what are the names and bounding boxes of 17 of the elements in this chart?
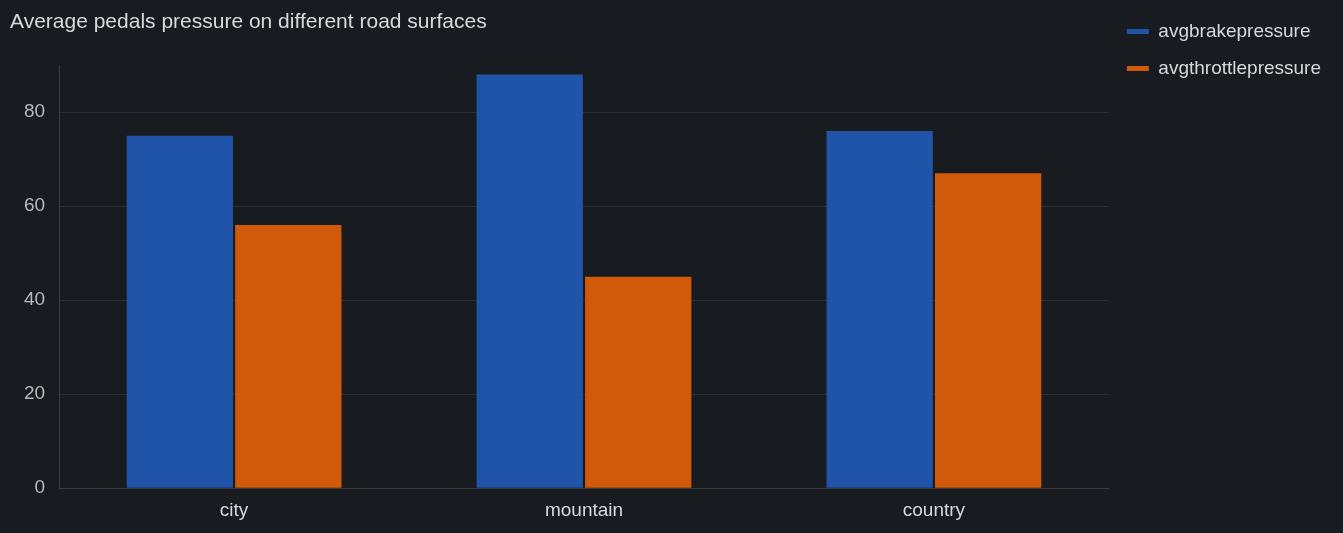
x-tick-label: country — [902, 498, 966, 520]
chart-title: Average pedals pressure on different road surfaces — [10, 9, 487, 33]
x-tick-label: city — [219, 498, 249, 520]
y-tick-label: 20 — [23, 382, 46, 404]
y-tick-label: 60 — [23, 194, 46, 216]
x-tick-label: mountain — [544, 498, 624, 520]
y-tick-label: 40 — [23, 288, 46, 310]
bar — [934, 173, 1042, 488]
bar — [585, 276, 692, 488]
y-tick-label: 0 — [34, 476, 46, 498]
legend-label: avgbrakepressure — [1158, 19, 1311, 41]
bar — [476, 74, 583, 488]
bar — [826, 131, 933, 488]
bar — [235, 225, 342, 488]
legend-label: avgthrottlepressure — [1158, 56, 1322, 78]
y-tick-label: 80 — [23, 100, 46, 122]
bar — [126, 135, 233, 488]
